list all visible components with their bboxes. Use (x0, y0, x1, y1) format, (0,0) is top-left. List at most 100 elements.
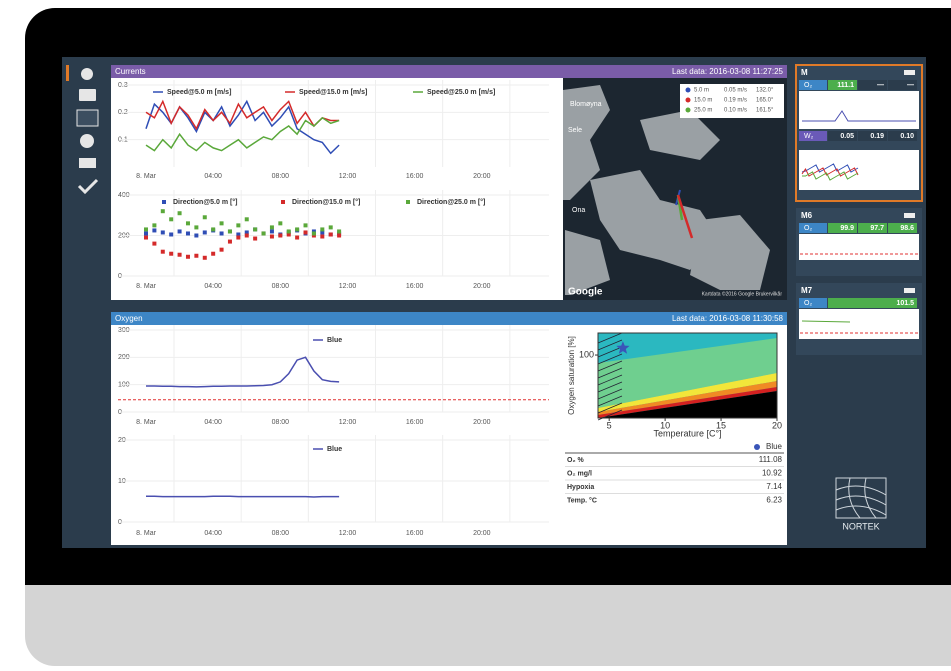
legend-speed: 0.10 m/s (724, 108, 747, 114)
scatter-point (312, 231, 316, 235)
scatter-point (220, 231, 224, 235)
device-frame (25, 545, 951, 585)
battery-icon (904, 70, 915, 75)
scatter-point (169, 232, 173, 236)
x-tick-label: 08:00 (272, 530, 290, 537)
scatter-point (329, 225, 333, 229)
x-tick-label: 8. Mar (136, 419, 157, 426)
scatter-point (161, 230, 165, 234)
legend-direction: 165.0° (756, 98, 774, 104)
chart-area (111, 78, 563, 300)
scatter-point (144, 231, 148, 235)
x-tick-label: 12:00 (339, 283, 357, 290)
station-name: M6 (801, 211, 813, 220)
scatter-point (228, 229, 232, 233)
scatter-point (278, 234, 282, 238)
legend-depth: 5.0 m (694, 88, 709, 94)
scatter-point (211, 227, 215, 231)
x-tick-label: 08:00 (272, 419, 290, 426)
scatter-point (295, 227, 299, 231)
x-tick-label: 20:00 (473, 530, 491, 537)
icon-case[interactable] (79, 89, 96, 101)
battery-icon (904, 213, 915, 218)
cell-value: 99.9 (840, 225, 854, 232)
scatter-point (203, 256, 207, 260)
y-tick-label: 100 (579, 349, 594, 359)
cell-value: 0.19 (870, 133, 884, 140)
x-tick-label: 8. Mar (136, 530, 157, 537)
legend-marker (281, 200, 285, 204)
scatter-point (186, 231, 190, 235)
scatter-point (278, 221, 282, 225)
icon-pie[interactable] (80, 134, 94, 148)
scatter-point (161, 250, 165, 254)
station-name: M7 (801, 286, 813, 295)
row-label: O₂ (804, 82, 812, 89)
scatter-point (236, 236, 240, 240)
x-tick-label: 12:00 (339, 419, 357, 426)
x-tick-label: 16:00 (406, 173, 424, 180)
legend-speed: 0.19 m/s (724, 98, 747, 104)
scatter-point (287, 229, 291, 233)
x-tick-label: 12:00 (339, 173, 357, 180)
row-value: 10.92 (762, 469, 783, 478)
cell-value: 0.10 (900, 133, 914, 140)
scatter-point (152, 228, 156, 232)
x-tick-label: 04:00 (204, 419, 222, 426)
row-value: 7.14 (766, 482, 782, 491)
legend-label: Speed@15.0 m [m/s] (299, 89, 367, 96)
scatter-point (337, 229, 341, 233)
scatter-point (178, 211, 182, 215)
scatter-point (186, 255, 190, 259)
icon-dashboard (81, 68, 93, 80)
x-tick-label: 8. Mar (136, 283, 157, 290)
x-tick-label: 16:00 (406, 419, 424, 426)
icon-download[interactable] (79, 158, 96, 168)
legend-dot (754, 444, 760, 450)
scatter-point (194, 254, 198, 258)
last-data: Last data: 2016-03-08 11:27:25 (672, 67, 784, 76)
legend-direction: 132.0° (756, 88, 774, 94)
panel-title: Currents (115, 67, 146, 76)
scatter-point (169, 252, 173, 256)
map-logo: Google (568, 287, 603, 298)
scatter-point (178, 253, 182, 257)
scatter-point (203, 215, 207, 219)
x-tick-label: 20:00 (473, 283, 491, 290)
scatter-point (220, 248, 224, 252)
icon-chart[interactable] (77, 110, 98, 126)
x-tick-label: 08:00 (272, 173, 290, 180)
panel-title: Oxygen (115, 314, 143, 323)
legend-marker (406, 200, 410, 204)
legend-direction: 161.5° (756, 108, 774, 114)
row-value: 6.23 (766, 496, 782, 505)
cell-value: 111.1 (837, 82, 854, 89)
cell-value: — (907, 82, 914, 89)
legend-dot (686, 108, 691, 113)
scatter-point (262, 231, 266, 235)
x-tick-label: 5 (607, 420, 612, 430)
mini-chart (799, 309, 919, 339)
legend-depth: 25.0 m (694, 108, 712, 114)
scatter-point (245, 234, 249, 238)
row-label: O₂ mg/l (567, 470, 592, 477)
place-label: Sele (568, 127, 582, 134)
x-tick-label: 04:00 (204, 173, 222, 180)
cell-value: 101.5 (896, 300, 914, 307)
scatter-point (203, 230, 207, 234)
mini-chart (799, 150, 919, 190)
scatter-point (253, 227, 257, 231)
scatter-point (320, 235, 324, 239)
x-tick-label: 20:00 (473, 419, 491, 426)
x-tick-label: 08:00 (272, 283, 290, 290)
row-label: O₂ % (567, 457, 585, 464)
scatter-point (144, 236, 148, 240)
scatter-point (152, 242, 156, 246)
logo-text: NORTEK (842, 521, 879, 531)
legend-label: Blue (327, 446, 342, 453)
mini-chart (799, 91, 919, 129)
mini-chart (799, 234, 919, 260)
screenshot: Currents Last data: 2016-03-08 11:27:25 … (0, 0, 951, 666)
x-tick-label: 16:00 (406, 530, 424, 537)
scatter-point (236, 223, 240, 227)
